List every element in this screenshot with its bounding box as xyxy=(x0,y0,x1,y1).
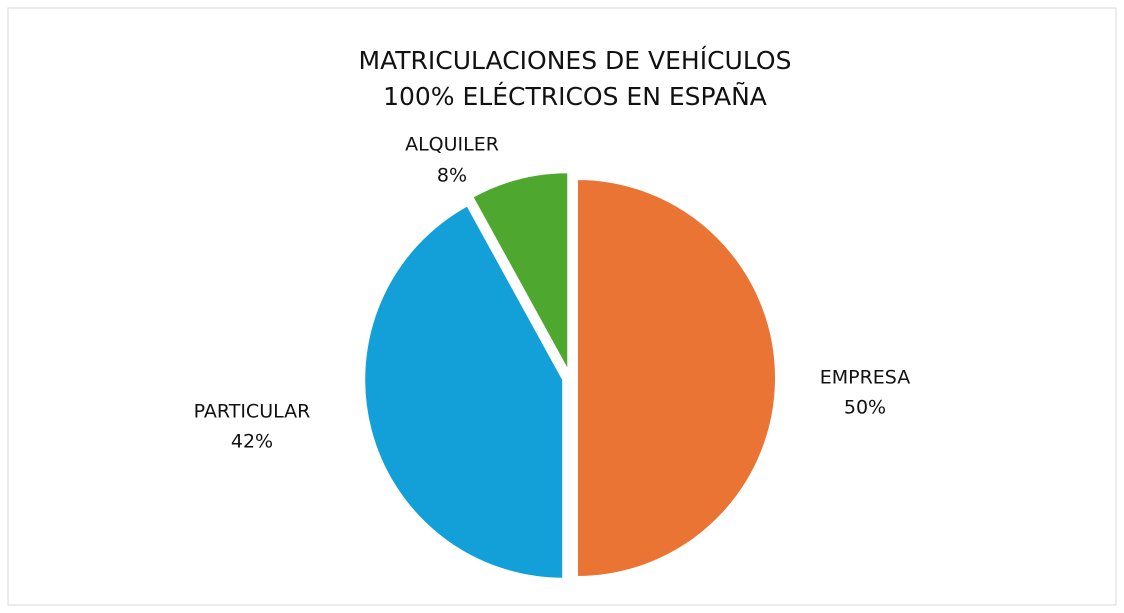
slice-label: EMPRESA xyxy=(820,367,910,389)
pie-slice xyxy=(363,203,565,580)
slice-label: ALQUILER xyxy=(405,134,499,156)
chart-title: 100% ELÉCTRICOS EN ESPAÑA xyxy=(383,81,767,111)
pie-slice xyxy=(576,177,777,579)
pie-slice xyxy=(471,171,570,372)
slice-label: PARTICULAR xyxy=(194,401,311,423)
chart-title: MATRICULACIONES DE VEHÍCULOS xyxy=(359,46,792,75)
slice-value-label: 50% xyxy=(844,397,886,419)
slice-value-label: 42% xyxy=(231,431,273,453)
slice-value-label: 8% xyxy=(437,165,467,187)
